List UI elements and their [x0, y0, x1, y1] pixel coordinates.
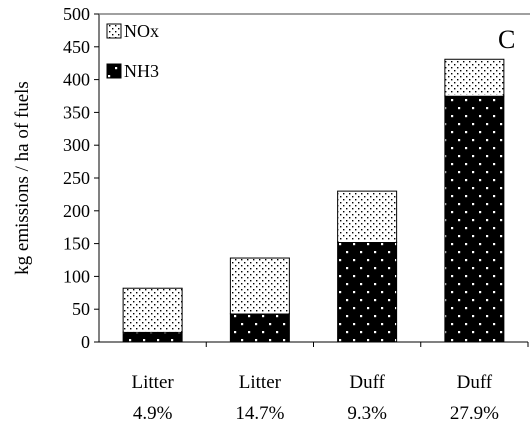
y-tick-label: 350 — [63, 102, 90, 122]
y-tick-label: 500 — [63, 4, 90, 24]
y-tick-label: 100 — [63, 266, 90, 286]
y-axis: 0 50 100 150 200 250 300 350 400 450 500 — [63, 4, 529, 352]
category-label-fuel: Litter — [132, 372, 175, 393]
bars — [122, 58, 505, 343]
y-tick-label: 300 — [63, 135, 90, 155]
bar-nox-4 — [444, 58, 505, 97]
category-label-fuel: Duff — [457, 372, 493, 393]
bar-nox-3 — [337, 190, 398, 243]
category-label-fuel: Litter — [239, 372, 282, 393]
y-tick-label: 150 — [63, 234, 90, 254]
y-tick-label: 200 — [63, 201, 90, 221]
category-label-moisture: 9.3% — [347, 403, 387, 424]
legend-swatch-nh3 — [106, 63, 122, 79]
y-tick-label: 50 — [72, 299, 90, 319]
bar-nh3-4 — [444, 95, 505, 343]
y-axis-label: kg emissions / ha of fuels — [12, 81, 33, 275]
bar-nh3-1 — [122, 331, 183, 343]
category-label-moisture: 14.7% — [235, 403, 284, 424]
category-label-moisture: 4.9% — [133, 403, 173, 424]
legend-swatch-nox — [106, 23, 122, 39]
y-tick-label: 250 — [63, 168, 90, 188]
legend-label-nh3: NH3 — [124, 61, 159, 81]
y-tick-label: 0 — [81, 332, 90, 352]
bar-nox-1 — [122, 287, 183, 333]
y-tick-label: 400 — [63, 70, 90, 90]
y-tick-label: 450 — [63, 37, 90, 57]
panel-letter: C — [498, 25, 515, 54]
legend-label-nox: NOx — [124, 21, 159, 41]
category-label-moisture: 27.9% — [450, 403, 499, 424]
x-axis-labels: Litter 4.9% Litter 14.7% Duff 9.3% Duff 27.9% — [132, 372, 500, 424]
category-label-fuel: Duff — [349, 372, 385, 393]
bar-nox-2 — [229, 257, 290, 315]
bar-nh3-2 — [229, 313, 290, 343]
bar-nh3-3 — [337, 241, 398, 343]
legend: NOx NH3 — [106, 21, 159, 81]
